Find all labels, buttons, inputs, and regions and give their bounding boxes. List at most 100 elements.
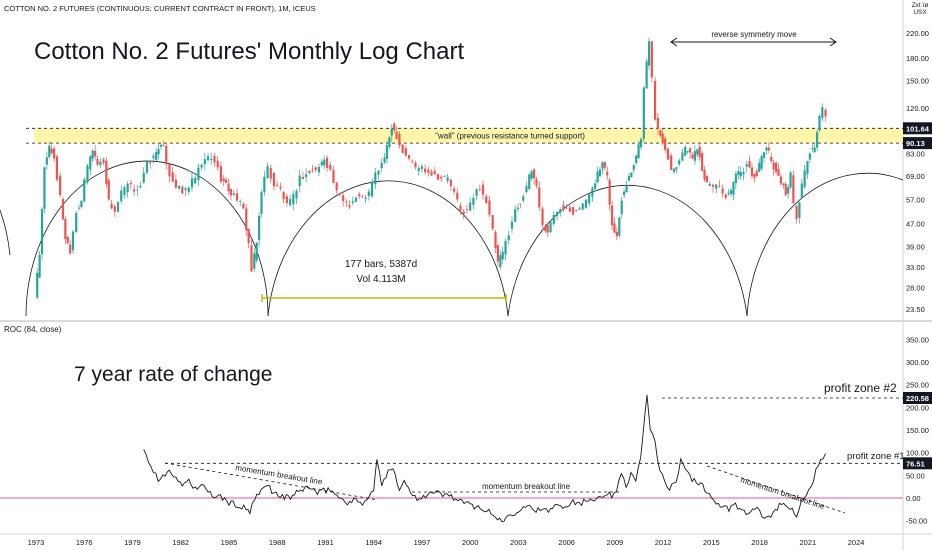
candle-body: [639, 138, 643, 148]
candle-body: [52, 148, 56, 159]
candle-body: [555, 212, 559, 217]
candle-body: [338, 192, 342, 195]
candle-body: [795, 205, 798, 219]
candle-body: [110, 203, 113, 209]
candle-body: [705, 175, 709, 183]
time-tick-label: 1991: [317, 538, 334, 547]
candle-body: [514, 209, 517, 222]
candle-body: [388, 137, 391, 148]
candle-body: [311, 169, 314, 171]
candle-body: [672, 168, 676, 172]
candle-body: [320, 161, 323, 166]
wall-top-value: 101.64: [906, 124, 930, 133]
candle-body: [383, 157, 386, 163]
candle-body: [762, 152, 766, 158]
candle-body: [688, 148, 692, 153]
candle-body: [385, 145, 389, 159]
candle-body: [440, 176, 443, 179]
candle-body: [219, 165, 223, 182]
candle-body: [516, 207, 520, 210]
candle-body: [449, 179, 452, 187]
roc-tick-label: 250.00: [906, 381, 929, 390]
measure-vol-label: Vol 4.113M: [356, 274, 405, 285]
candle-body: [417, 168, 420, 172]
price-tick-label: 180.00: [906, 54, 929, 63]
time-tick-label: 1997: [414, 538, 431, 547]
candle-body: [260, 192, 263, 214]
candle-body: [266, 166, 269, 178]
symmetry-arrow-right-head: [829, 37, 837, 47]
time-tick-label: 2003: [510, 538, 527, 547]
candle-body: [50, 149, 53, 153]
candle-body: [815, 132, 819, 148]
wall-value-tags: 101.64 90.13: [903, 122, 932, 150]
candle-body: [38, 254, 41, 278]
candle-body: [345, 201, 348, 203]
candle-body: [811, 148, 814, 149]
candle-body: [510, 221, 514, 229]
candle-body: [229, 188, 233, 196]
time-tick-label: 2024: [848, 538, 865, 547]
profit-zone-tags: 76.51 220.58: [903, 392, 932, 470]
candle-body: [364, 197, 367, 199]
candle-body: [647, 41, 651, 66]
candle-body: [792, 175, 795, 204]
profit-zone-1-label: profit zone #1: [847, 451, 905, 462]
roc-axis-ticks: 350.00 300.00 250.00 200.00 150.00 100.00 50.0…: [906, 335, 929, 525]
candle-body: [698, 146, 701, 158]
candle-body: [615, 231, 618, 237]
candle-body: [64, 218, 67, 239]
price-tick-label: 23.50: [906, 305, 925, 314]
candle-body: [102, 159, 105, 163]
candle-body: [194, 177, 197, 184]
candle-body: [433, 171, 436, 174]
candle-body: [61, 199, 65, 220]
candle-body: [784, 184, 787, 196]
candle-body: [99, 161, 102, 166]
roc-pane-label: ROC (84, close): [4, 325, 62, 334]
breakout-line-3: [706, 465, 846, 514]
bar-measure: 177 bars, 5387d Vol 4.113M: [261, 259, 507, 302]
candle-body: [753, 174, 756, 178]
candle-body: [718, 185, 721, 187]
candle-body: [325, 157, 329, 168]
candle-body: [225, 179, 228, 183]
candle-body: [684, 146, 687, 156]
roc-tick-label: 0.00: [906, 494, 921, 503]
candle-body: [594, 183, 597, 189]
candle-body: [544, 226, 547, 232]
candle-body: [295, 190, 298, 199]
candle-body: [742, 172, 745, 175]
breakout-label-2: momentum breakout line: [482, 482, 571, 491]
candle-body: [637, 144, 640, 158]
candle-body: [77, 207, 81, 209]
candle-body: [748, 161, 751, 168]
cycle-arch-4: [507, 185, 748, 317]
candlestick-series: [36, 37, 827, 300]
time-tick-label: 2006: [558, 538, 575, 547]
candle-body: [329, 164, 332, 170]
candle-body: [232, 193, 235, 195]
candle-body: [485, 196, 488, 204]
candle-body: [630, 172, 633, 178]
price-tick-label: 220.00: [906, 29, 929, 38]
candle-body: [777, 169, 780, 176]
candle-body: [462, 211, 465, 214]
candle-body: [398, 133, 401, 146]
candle-body: [178, 185, 181, 189]
candle-body: [282, 192, 285, 200]
candle-body: [475, 189, 478, 196]
candle-body: [404, 148, 407, 156]
candle-body: [469, 202, 472, 211]
candle-body: [732, 182, 735, 195]
candle-body: [298, 175, 301, 187]
candle-body: [601, 162, 604, 169]
symmetry-label: reverse symmetry move: [711, 30, 797, 39]
candle-body: [69, 244, 72, 254]
price-tick-label: 47.00: [906, 219, 925, 228]
candle-body: [272, 172, 276, 187]
candle-body: [253, 253, 256, 269]
candle-body: [171, 172, 174, 182]
candle-body: [666, 148, 670, 160]
candle-body: [711, 184, 715, 187]
